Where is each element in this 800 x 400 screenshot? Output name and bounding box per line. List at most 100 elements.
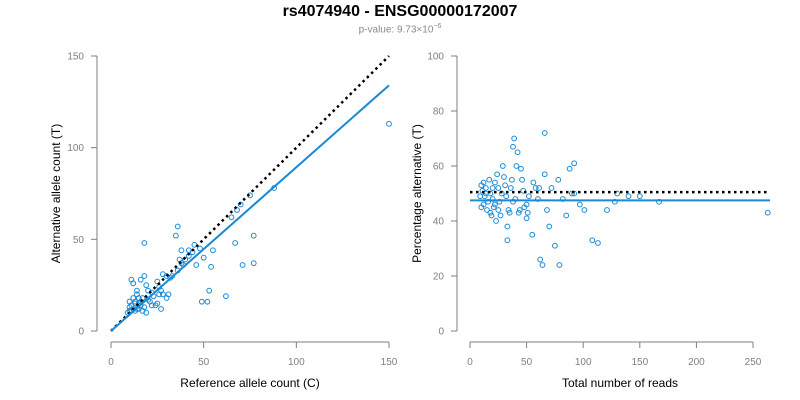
data-point — [228, 214, 235, 221]
data-point — [521, 204, 528, 211]
data-point — [482, 185, 489, 191]
data-point — [178, 247, 185, 254]
data-point — [141, 304, 148, 311]
data-point — [508, 176, 515, 183]
data-point — [499, 163, 506, 169]
y-tick-label: 50 — [73, 235, 85, 246]
data-point — [520, 187, 527, 194]
y-axis-label: Alternative allele count (T) — [49, 124, 63, 263]
data-point — [501, 174, 507, 180]
data-point — [523, 215, 530, 222]
data-point — [514, 149, 521, 156]
data-point — [503, 193, 510, 200]
data-point — [544, 207, 550, 213]
data-point — [210, 247, 216, 254]
data-point — [237, 201, 244, 208]
panel-percentage-alternative: 0 50 100 150 200 250 0 20 40 60 80 100 Total number … — [410, 52, 771, 390]
data-point — [137, 276, 144, 283]
y-tick-label: 20 — [433, 272, 445, 283]
data-point — [126, 298, 133, 305]
data-point — [541, 130, 548, 136]
data-point — [518, 165, 524, 172]
data-point — [536, 185, 542, 191]
x-tick-label: 50 — [198, 357, 210, 368]
data-point — [154, 300, 161, 307]
x-tick-label: 50 — [521, 357, 533, 368]
data-point — [482, 190, 489, 197]
data-point — [516, 207, 523, 213]
y-tick-label: 0 — [438, 327, 444, 338]
data-point — [568, 190, 575, 197]
data-point — [132, 298, 138, 305]
y-tick-label: 40 — [433, 217, 445, 228]
data-point — [141, 240, 148, 246]
data-point — [529, 231, 536, 238]
data-point — [506, 209, 513, 216]
data-point — [484, 207, 490, 213]
fit-line — [110, 84, 390, 332]
data-point — [505, 207, 512, 213]
data-point — [159, 291, 166, 298]
data-point — [488, 212, 495, 219]
data-point — [510, 143, 516, 150]
data-point — [485, 198, 492, 205]
data-point — [223, 293, 229, 300]
data-point — [519, 176, 525, 183]
x-tick-label: 0 — [108, 357, 114, 368]
data-point — [193, 262, 200, 268]
x-axis-label: Reference allele count (C) — [180, 376, 319, 390]
data-point — [656, 198, 662, 205]
data-point — [490, 204, 497, 211]
data-point — [496, 198, 503, 205]
y-axis-label: Percentage alternative (T) — [410, 124, 424, 263]
pvalue-exponent: −6 — [433, 23, 442, 30]
y-tick-label: 0 — [78, 327, 84, 338]
data-point — [636, 193, 643, 200]
data-point — [494, 171, 501, 178]
data-point — [541, 171, 548, 178]
data-point — [478, 204, 485, 211]
data-point — [535, 196, 541, 202]
data-point — [128, 276, 135, 283]
data-point — [595, 240, 601, 246]
data-point — [486, 176, 493, 183]
data-point — [143, 282, 150, 289]
data-point — [250, 260, 257, 267]
data-point — [158, 306, 164, 312]
data-point — [204, 298, 211, 305]
data-point — [174, 223, 181, 230]
data-point — [495, 207, 502, 213]
x-tick-label: 0 — [467, 357, 473, 368]
data-point — [530, 179, 537, 186]
data-point — [625, 193, 632, 200]
x-tick-label: 100 — [575, 357, 592, 368]
data-point — [239, 262, 246, 268]
data-point — [502, 182, 508, 189]
data-point — [198, 298, 205, 305]
data-point — [504, 237, 511, 244]
data-point — [507, 185, 514, 191]
data-point — [532, 185, 539, 191]
data-point — [539, 262, 546, 268]
data-point — [764, 209, 771, 216]
data-point — [612, 198, 618, 205]
data-point — [576, 201, 583, 208]
data-point — [559, 196, 566, 202]
x-tick-label: 150 — [381, 357, 398, 368]
data-point — [589, 237, 596, 244]
data-point — [492, 201, 498, 208]
panel-allele-counts: 0 50 100 150 0 50 100 150 Reference allele count… — [49, 52, 398, 391]
data-point — [191, 241, 198, 248]
data-point — [563, 212, 570, 219]
data-point — [492, 179, 498, 186]
data-point — [172, 232, 179, 239]
data-point — [477, 193, 484, 200]
x-axis-label: Total number of reads — [562, 376, 678, 390]
data-point — [163, 295, 170, 301]
data-point — [134, 287, 140, 294]
data-point — [386, 120, 392, 127]
data-point — [489, 196, 496, 202]
data-point — [250, 232, 257, 239]
